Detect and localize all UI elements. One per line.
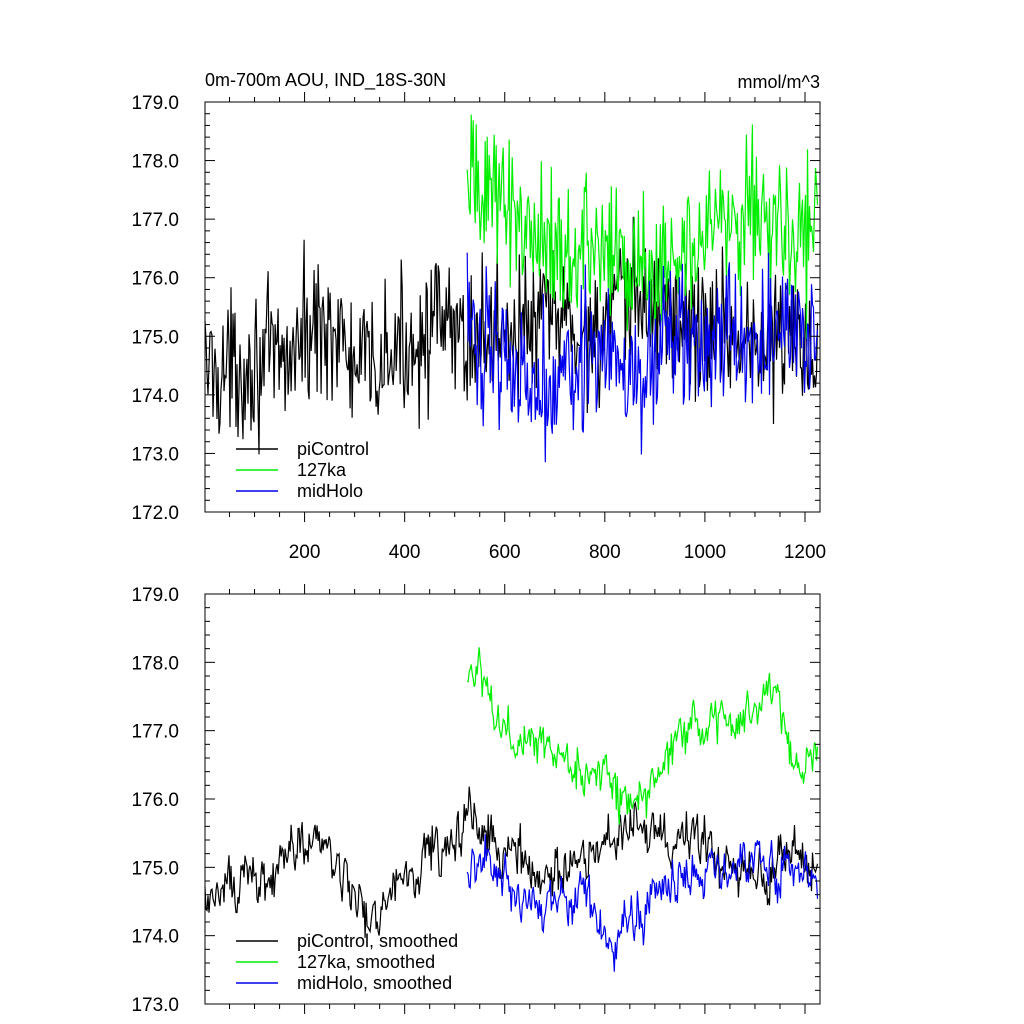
top-series-group bbox=[204, 114, 819, 463]
y-tick-label: 177.0 bbox=[131, 210, 179, 231]
top-y-axis: 172.0 173.0 174.0 175.0 176.0 177.0 178.0 179.0 bbox=[131, 93, 820, 524]
y-tick-label: 176.0 bbox=[131, 269, 179, 290]
bottom-series-group bbox=[204, 647, 819, 972]
x-tick-label: 1200 bbox=[784, 542, 826, 563]
legend-label-1: piControl, smoothed bbox=[297, 931, 458, 951]
panel-title-left: 0m-700m AOU, IND_18S-30N bbox=[205, 70, 446, 91]
x-tick-label: 800 bbox=[589, 542, 621, 563]
series-line-3 bbox=[466, 252, 819, 463]
legend-label-2: 127ka bbox=[297, 460, 347, 480]
bottom-y-axis: 173.0 174.0 175.0 176.0 177.0 178.0 179.0 bbox=[131, 585, 820, 1016]
y-tick-label: 178.0 bbox=[131, 653, 179, 674]
x-tick-label: 200 bbox=[289, 542, 321, 563]
series-line-2 bbox=[466, 647, 819, 825]
y-tick-label: 174.0 bbox=[131, 927, 179, 948]
y-tick-label: 174.0 bbox=[131, 386, 179, 407]
y-tick-label: 173.0 bbox=[131, 444, 179, 465]
legend-label-3: midHolo, smoothed bbox=[297, 973, 452, 993]
legend-label-2: 127ka, smoothed bbox=[297, 952, 435, 972]
x-tick-label: 1000 bbox=[684, 542, 726, 563]
bottom-panel: 173.0 174.0 175.0 176.0 177.0 178.0 179.0 piCo… bbox=[131, 584, 821, 1016]
x-tick-label: 600 bbox=[489, 542, 521, 563]
y-tick-label: 179.0 bbox=[131, 93, 179, 114]
y-tick-label: 175.0 bbox=[131, 858, 179, 879]
y-tick-label: 176.0 bbox=[131, 790, 179, 811]
x-tick-label: 400 bbox=[389, 542, 421, 563]
y-tick-label: 175.0 bbox=[131, 327, 179, 348]
y-tick-label: 178.0 bbox=[131, 152, 179, 173]
y-tick-label: 179.0 bbox=[131, 585, 179, 606]
top-plot-frame bbox=[204, 101, 821, 513]
series-line-3 bbox=[466, 834, 819, 972]
series-line-1 bbox=[204, 786, 819, 938]
y-tick-label: 172.0 bbox=[131, 503, 179, 524]
legend-label-3: midHolo bbox=[297, 481, 363, 501]
y-tick-label: 177.0 bbox=[131, 722, 179, 743]
bottom-x-axis bbox=[229, 584, 806, 1014]
top-panel: 0m-700m AOU, IND_18S-30N mmol/m^3 172.01… bbox=[131, 70, 826, 563]
panel-title-units: mmol/m^3 bbox=[738, 72, 820, 92]
legend-label-1: piControl bbox=[297, 439, 369, 459]
series-line-2 bbox=[466, 114, 819, 339]
y-tick-label: 173.0 bbox=[131, 995, 179, 1016]
top-x-axis: 200 400 600 800 1000 1200 bbox=[229, 92, 826, 563]
